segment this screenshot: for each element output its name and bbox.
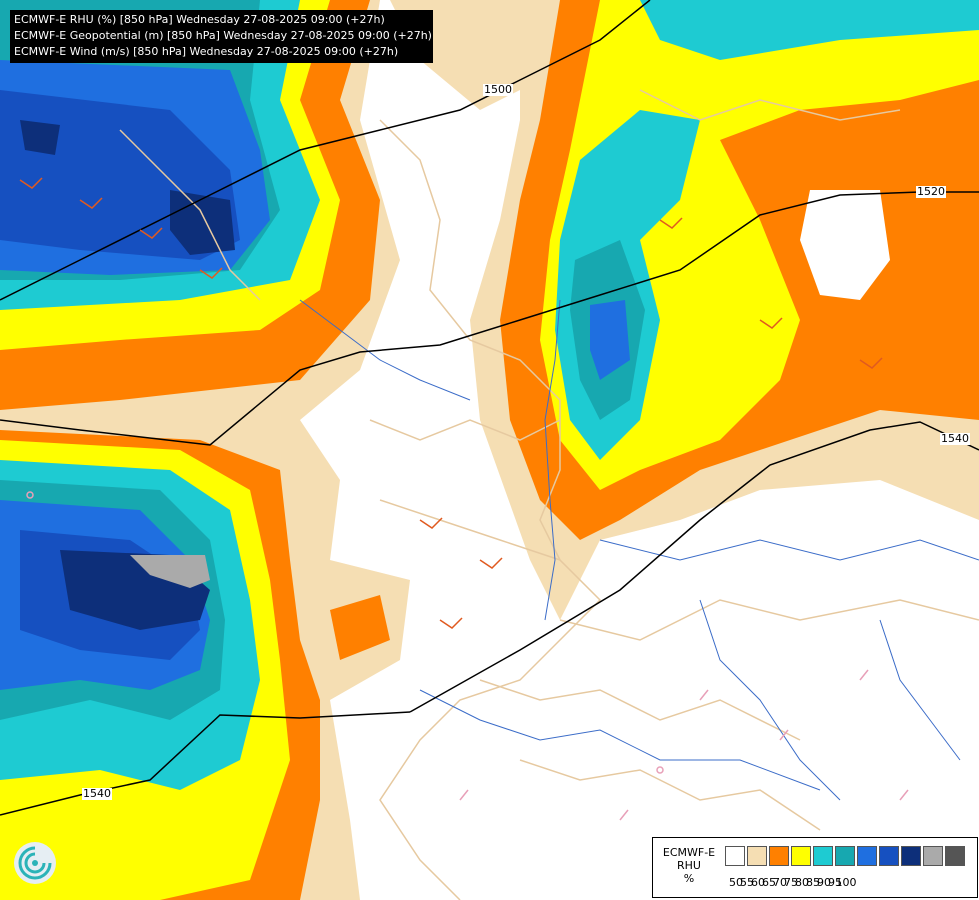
legend-tick: 75 <box>784 876 798 889</box>
legend-tick: 100 <box>835 876 857 889</box>
legend-swatch <box>923 846 943 866</box>
wind-barb-icon <box>479 557 503 569</box>
contour-1500 <box>0 0 651 301</box>
legend-swatch <box>857 846 877 866</box>
contour-1520 <box>0 191 979 446</box>
header-line-rhu: ECMWF-E RHU (%) [850 hPa] Wednesday 27-0… <box>14 13 385 26</box>
river-line <box>544 299 561 621</box>
ecmwf-logo-icon <box>14 842 56 884</box>
border-line <box>119 129 261 301</box>
legend-tick: 80 <box>795 876 809 889</box>
legend-swatch <box>835 846 855 866</box>
contour-1540-west <box>0 711 411 816</box>
wind-barb-icon <box>859 357 883 369</box>
rhu-90-west2 <box>20 120 60 155</box>
river-line <box>879 619 961 761</box>
legend-title-line: ECMWF-E <box>662 846 716 859</box>
legend-swatch <box>769 846 789 866</box>
rhu-95-sw <box>130 555 210 588</box>
legend-title: ECMWF-E RHU % <box>656 846 722 885</box>
wind-barb-icon <box>459 789 469 801</box>
legend-tick: 85 <box>806 876 820 889</box>
legend-title-line: % <box>683 872 695 885</box>
legend-swatch <box>879 846 899 866</box>
border-line <box>639 89 901 121</box>
border-line <box>379 119 602 900</box>
rhu-60-blob <box>330 595 390 660</box>
contour-label: 1540 <box>82 787 112 800</box>
wind-barb-icon <box>19 177 43 189</box>
legend-swatch <box>725 846 745 866</box>
wind-barb-icon <box>759 317 783 329</box>
wind-barb-icon <box>139 227 163 239</box>
border-line <box>379 499 561 561</box>
wind-barb-icon <box>439 617 463 629</box>
map-header: ECMWF-E RHU (%) [850 hPa] Wednesday 27-0… <box>10 10 433 63</box>
header-line-wind: ECMWF-E Wind (m/s) [850 hPa] Wednesday 2… <box>14 45 399 58</box>
rhu-dry-east <box>800 190 890 300</box>
wind-barb-icon <box>79 197 103 209</box>
legend-swatch <box>945 846 965 866</box>
contour-label: 1500 <box>483 83 513 96</box>
rhu-80-east <box>590 300 630 380</box>
border-line <box>479 679 801 741</box>
legend-swatch <box>813 846 833 866</box>
calm-wind-icon <box>26 491 34 499</box>
legend-tick: 90 <box>817 876 831 889</box>
legend-ticks: 50 55 60 65 70 75 80 85 90 95 100 <box>725 876 857 889</box>
color-legend: ECMWF-E RHU % 50 55 60 65 70 75 80 85 90 95 100 <box>652 837 978 898</box>
wind-barb-icon <box>859 669 869 681</box>
wind-barb-icon <box>779 729 789 741</box>
legend-tick: 55 <box>740 876 754 889</box>
legend-swatches <box>725 846 967 868</box>
contour-1540-east <box>409 421 979 713</box>
legend-tick: 95 <box>828 876 842 889</box>
river-line <box>419 689 821 791</box>
wind-barb-icon <box>899 789 909 801</box>
wind-barb-icon <box>699 689 709 701</box>
border-line <box>519 759 821 831</box>
wind-barbs <box>19 177 909 821</box>
rhu-70-ne <box>640 0 979 60</box>
calm-wind-icon <box>656 766 664 774</box>
legend-tick: 70 <box>773 876 787 889</box>
wind-barb-icon <box>419 517 443 529</box>
legend-swatch <box>901 846 921 866</box>
wind-barb-icon <box>199 267 223 279</box>
legend-title-line: RHU <box>677 859 701 872</box>
geopotential-contours <box>0 0 979 816</box>
river-line <box>299 299 471 401</box>
header-line-geopotential: ECMWF-E Geopotential (m) [850 hPa] Wedne… <box>14 29 432 42</box>
legend-swatch <box>747 846 767 866</box>
wind-barb-icon <box>659 217 683 229</box>
legend-tick: 65 <box>762 876 776 889</box>
wind-barb-icon <box>619 809 629 821</box>
legend-swatch <box>791 846 811 866</box>
legend-tick: 50 <box>729 876 743 889</box>
river-line <box>599 539 979 561</box>
river-line <box>699 599 841 801</box>
border-line <box>369 419 561 441</box>
contour-label: 1540 <box>940 432 970 445</box>
border-line <box>559 599 979 641</box>
legend-tick: 60 <box>751 876 765 889</box>
contour-label: 1520 <box>916 185 946 198</box>
geographic-lines <box>119 89 979 900</box>
